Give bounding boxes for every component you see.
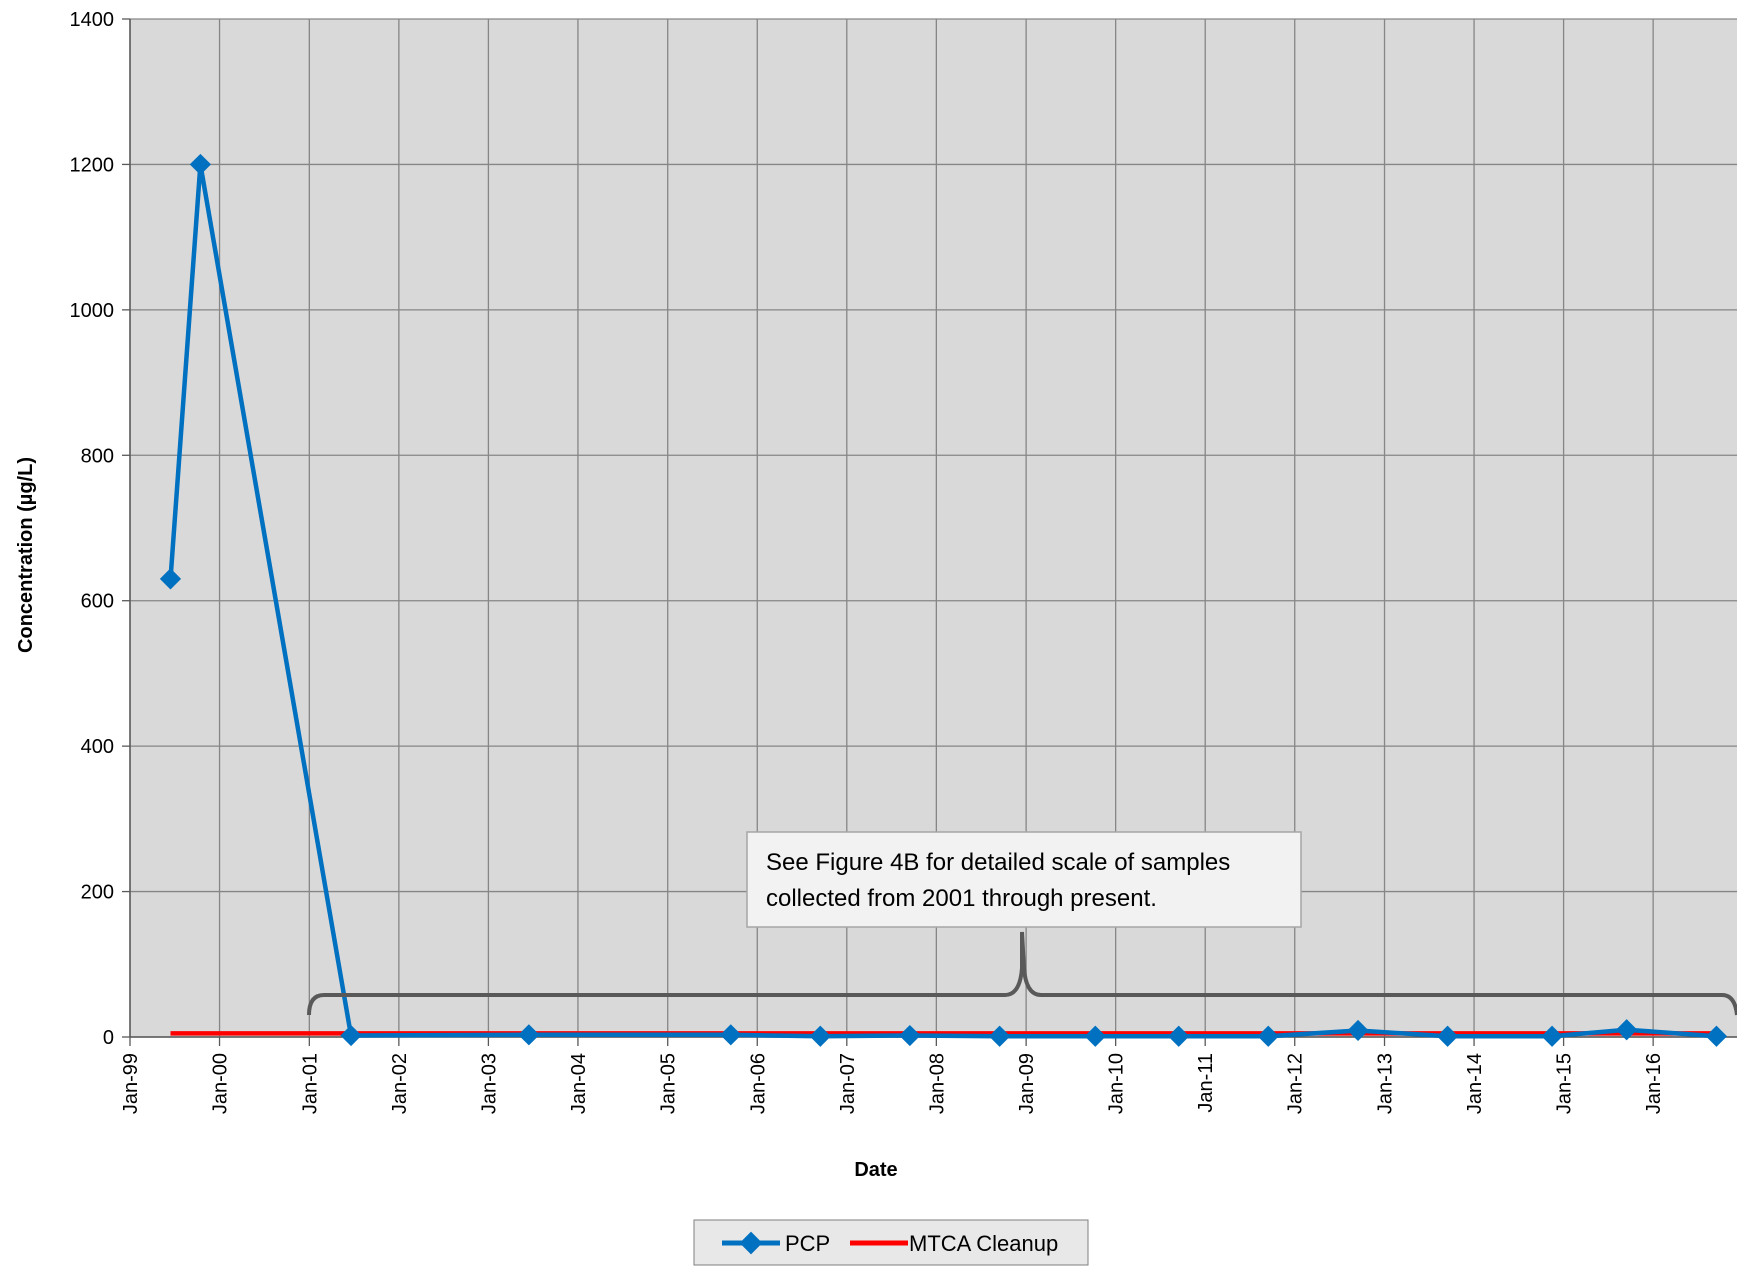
x-tick-label: Jan-14 [1464,1053,1486,1114]
annotation-line-2: collected from 2001 through present. [766,885,1157,912]
annotation: See Figure 4B for detailed scale of samp… [746,831,1302,928]
x-tick-label: Jan-16 [1643,1053,1665,1114]
x-tick-label: Jan-05 [658,1053,680,1114]
x-tick-label: Jan-08 [926,1053,948,1114]
legend-pcp-label: PCP [785,1231,830,1256]
x-axis-title: Date [854,1159,897,1181]
x-tick-label: Jan-09 [1016,1053,1038,1114]
y-tick-label: 1000 [70,300,115,322]
x-tick-label: Jan-12 [1285,1053,1307,1114]
x-tick-label: Jan-02 [389,1053,411,1114]
x-tick-label: Jan-03 [478,1053,500,1114]
x-tick-label: Jan-07 [837,1053,859,1114]
x-tick-label: Jan-15 [1554,1053,1576,1114]
data-point-pcp [159,568,182,590]
data-point-pcp [1616,1019,1638,1041]
annotation-line-1: See Figure 4B for detailed scale of samp… [766,849,1230,876]
series-line-pcp [168,162,1717,1039]
data-point-pcp [989,1025,1011,1047]
data-point-pcp [189,153,212,176]
legend-pcp-marker [739,1231,763,1255]
y-tick-label: 1200 [70,154,115,176]
y-tick-label: 0 [103,1027,114,1049]
legend: PCP MTCA Cleanup [693,1219,1089,1266]
y-tick-label: 600 [81,591,114,613]
legend-mtca-label: MTCA Cleanup [909,1231,1058,1256]
x-tick-label: Jan-00 [210,1053,232,1114]
data-point-pcp [720,1024,742,1046]
x-tick-label: Jan-01 [299,1053,321,1114]
x-tick-label: Jan-13 [1375,1053,1397,1114]
annotation-box [746,831,1302,928]
y-tick-label: 200 [81,882,114,904]
y-tick-label: 800 [81,445,114,467]
x-tick-label: Jan-10 [1106,1053,1128,1114]
x-tick-label: Jan-11 [1195,1053,1217,1113]
data-point-pcp [809,1025,831,1047]
x-tick-label: Jan-06 [747,1053,769,1114]
data-point-pcp [518,1024,540,1046]
y-tick-label: 1400 [70,9,115,31]
y-tick-label: 400 [81,736,114,758]
x-tick-label: Jan-99 [120,1053,142,1114]
y-axis-title: Concentration (µg/L) [15,457,37,653]
data-point-pcp [899,1024,921,1047]
x-tick-label: Jan-04 [568,1053,590,1114]
annotation-brace [307,931,1737,1016]
